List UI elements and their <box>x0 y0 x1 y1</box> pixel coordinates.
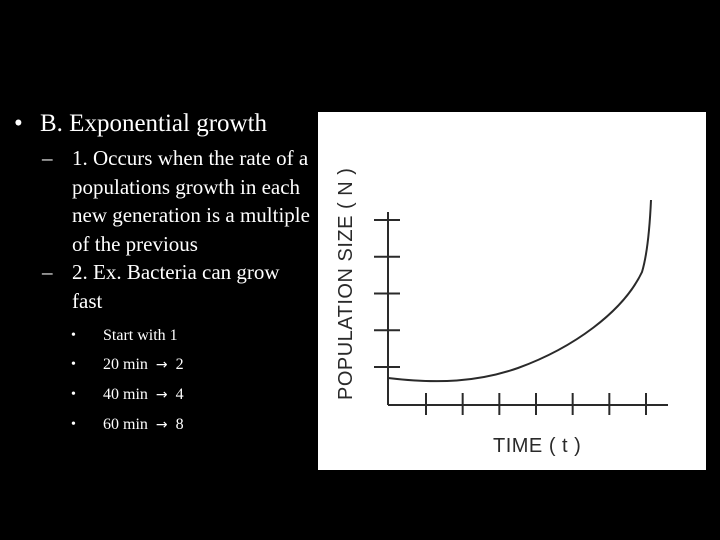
subpoint-text: 1. Occurs when the rate of a populations… <box>72 146 310 256</box>
dash-marker: – <box>42 146 53 170</box>
example-20min: • 20 min → 2 <box>14 350 314 380</box>
example-time: 40 min <box>103 386 148 403</box>
dash-marker: – <box>42 260 53 284</box>
subpoint-text: 2. Ex. Bacteria can grow fast <box>72 260 280 313</box>
x-axis-label: TIME ( t ) <box>493 435 581 457</box>
example-60min: • 60 min → 8 <box>14 410 314 440</box>
arrow-right-icon: → <box>155 417 168 433</box>
example-time: 20 min <box>103 356 148 373</box>
bullet-marker: • <box>71 387 76 402</box>
subpoint-occurs: – 1. Occurs when the rate of a populatio… <box>14 144 314 258</box>
example-text: Start with 1 <box>103 327 178 344</box>
subpoint-bacteria: – 2. Ex. Bacteria can grow fast <box>14 258 314 315</box>
bullet-marker: • <box>14 110 23 137</box>
example-count: 8 <box>175 416 184 433</box>
bullet-marker: • <box>71 328 76 343</box>
bullet-list: • B. Exponential growth – 1. Occurs when… <box>14 108 314 440</box>
growth-chart: POPULATION SIZE ( N ) TIME ( t ) <box>335 168 668 457</box>
exponential-curve <box>387 199 652 383</box>
y-axis-label: POPULATION SIZE ( N ) <box>335 168 357 400</box>
example-40min: • 40 min → 4 <box>14 380 314 410</box>
arrow-right-icon: → <box>155 387 168 403</box>
arrow-right-icon: → <box>155 357 168 373</box>
growth-chart-image: POPULATION SIZE ( N ) TIME ( t ) <box>318 112 706 470</box>
bullet-marker: • <box>71 357 76 372</box>
bullet-text: B. Exponential growth <box>40 110 268 137</box>
bullet-marker: • <box>71 417 76 432</box>
example-time: 60 min <box>103 416 148 433</box>
example-count: 4 <box>175 386 184 403</box>
example-count: 2 <box>175 356 184 373</box>
bullet-exponential-growth: • B. Exponential growth <box>14 108 314 140</box>
example-start: • Start with 1 <box>14 321 314 350</box>
